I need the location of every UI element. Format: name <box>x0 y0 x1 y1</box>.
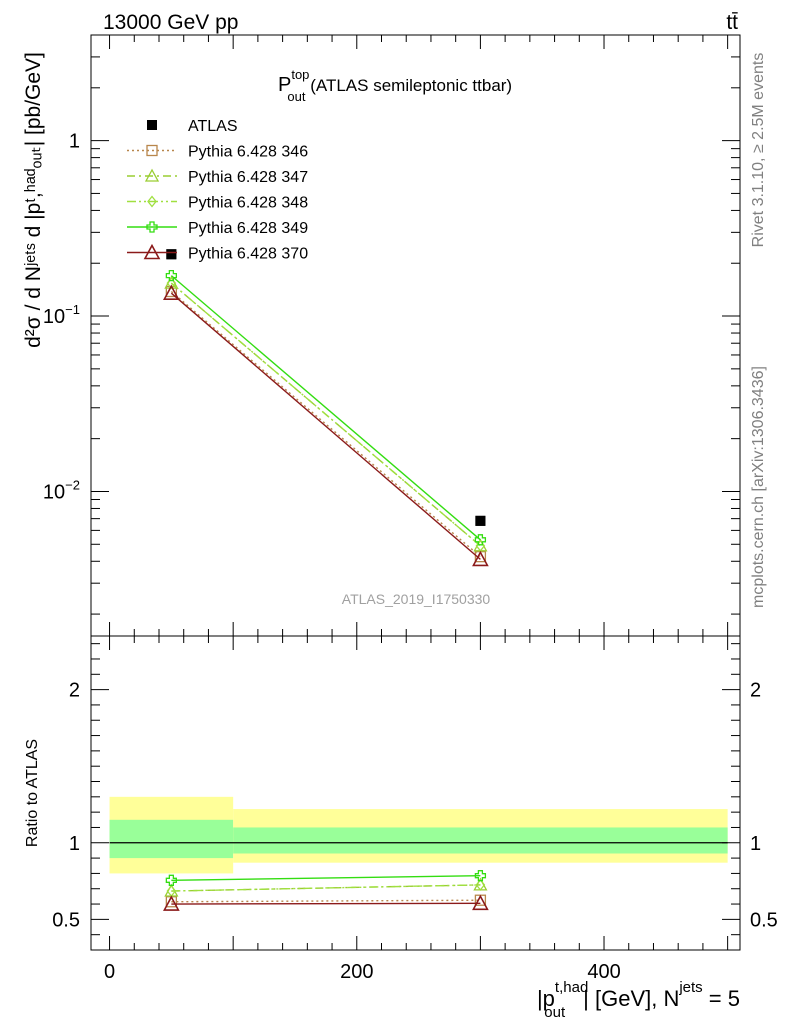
ratio-band-inner <box>233 827 728 854</box>
legend-entry: ATLAS <box>147 118 238 135</box>
ratio-xlabel: |pt,had out | [GeV], Njets = 5 <box>537 979 740 1021</box>
main-ticks: 110−110−2 <box>43 34 740 636</box>
main-ytick-label: 10−2 <box>43 477 80 503</box>
ratio-xtick-label: 200 <box>340 961 373 983</box>
legend-marker <box>147 195 157 208</box>
ratio-point <box>474 870 487 882</box>
ratio-xtick-label: 400 <box>587 961 620 983</box>
ratio-ytick-label-left: 1 <box>69 833 80 855</box>
xlabel-sub: out <box>544 1004 566 1021</box>
main-ytick-label-base: 10 <box>43 306 65 328</box>
analysis-watermark: ATLAS_2019_I1750330 <box>342 591 491 607</box>
plot-title-sup: top <box>291 67 309 82</box>
legend-entry: Pythia 6.428 348 <box>127 195 308 212</box>
ratio-ticks: 0.5 0.5 1 1 2 2 0 200 400 <box>52 636 778 983</box>
energy-label: 13000 GeV pp <box>103 11 238 34</box>
ratio-point <box>475 878 486 891</box>
main-plot-content <box>163 249 489 567</box>
legend: ATLAS Pythia 6.428 346 Pythia 6.428 347 Pyt… <box>127 118 308 263</box>
series-line <box>170 275 481 541</box>
main-ytick-label-base: 10 <box>43 481 65 503</box>
ratio-band-inner <box>109 819 234 859</box>
main-ylabel-text: d²σ / d Nʲᵉᵗˢ d |pᵗ,ʰᵃᵈₒᵤₜ| [pb/GeV] <box>22 52 45 348</box>
ratio-series-pythia-6-428-346 <box>165 894 487 908</box>
legend-entry: Pythia 6.428 346 <box>127 144 308 161</box>
ratio-series-pythia-6-428-348 <box>166 878 486 898</box>
series-atlas-overlay <box>166 249 486 526</box>
series-pythia-6-428-370 <box>163 284 489 567</box>
data-point <box>474 534 487 546</box>
series-line <box>170 282 481 547</box>
ratio-ytick-label-right: 0.5 <box>750 909 778 931</box>
legend-marker <box>143 243 161 260</box>
legend-entry: Pythia 6.428 349 <box>127 220 308 237</box>
mcplots-label: mcplots.cern.ch [arXiv:1306.3436] <box>750 366 767 608</box>
legend-label: Pythia 6.428 348 <box>188 195 308 212</box>
ratio-plot-content <box>109 796 728 911</box>
ratio-ylabel: Ratio to ATLAS <box>24 739 41 847</box>
xlabel-main: |p <box>537 986 555 1011</box>
main-ytick-label: 10−1 <box>43 302 80 328</box>
legend-marker <box>146 221 158 233</box>
plot-title: Ptop out (ATLAS semileptonic ttbar) <box>278 67 512 104</box>
ratio-point <box>163 895 180 911</box>
data-point <box>166 277 177 290</box>
main-ytick-label-base: 1 <box>69 131 80 153</box>
series-line <box>170 292 481 560</box>
ratio-plot-frame <box>90 635 741 951</box>
series-pythia-6-428-349 <box>165 269 487 546</box>
ratio-series-pythia-6-428-370 <box>163 894 489 911</box>
main-ytick-label: 1 <box>69 131 80 153</box>
plot-title-sub: out <box>287 89 305 104</box>
series-atlas <box>166 249 486 526</box>
legend-marker <box>147 120 157 130</box>
ratio-line <box>171 875 481 882</box>
legend-entry: Pythia 6.428 370 <box>127 243 308 263</box>
process-label: tt̄ <box>726 11 738 34</box>
ratio-line <box>171 884 481 892</box>
ratio-ytick-label-right: 2 <box>750 680 761 702</box>
data-point <box>163 284 180 300</box>
legend-marker <box>144 168 160 182</box>
ratio-series-pythia-6-428-349 <box>165 870 487 886</box>
data-point <box>165 269 178 282</box>
atlas-data-point <box>166 249 177 260</box>
main-ytick-label-exp: −2 <box>65 477 80 492</box>
xlabel-mid: | [GeV], N <box>583 986 679 1011</box>
atlas-data-point <box>475 515 486 526</box>
legend-label: Pythia 6.428 346 <box>188 144 308 161</box>
legend-entry: Pythia 6.428 347 <box>127 168 308 186</box>
ratio-line <box>171 884 481 892</box>
ratio-line <box>171 902 481 905</box>
plot-title-main: P <box>278 74 291 96</box>
series-line <box>170 290 481 558</box>
ratio-panel: 0.5 0.5 1 1 2 2 0 200 400 Ratio to ATLAS |pt,had… <box>24 635 778 1021</box>
legend-label: Pythia 6.428 349 <box>188 220 308 237</box>
rivet-label: Rivet 3.1.10, ≥ 2.5M events <box>750 53 767 248</box>
main-ylabel: d²σ / d Nʲᵉᵗˢ d |pᵗ,ʰᵃᵈₒᵤₜ| [pb/GeV] <box>22 52 45 348</box>
legend-label: Pythia 6.428 347 <box>188 169 308 186</box>
legend-marker <box>146 144 158 157</box>
main-ytick-label-exp: −1 <box>65 302 80 317</box>
plot-title-rest: (ATLAS semileptonic ttbar) <box>306 76 513 95</box>
ratio-line <box>171 899 481 903</box>
ratio-ytick-label-left: 2 <box>69 680 80 702</box>
ratio-point <box>165 874 178 886</box>
data-point <box>472 550 489 567</box>
legend-label: ATLAS <box>188 118 238 135</box>
main-panel: 110−110−2 Ptop out (ATLAS semileptonic tt… <box>22 34 741 637</box>
ratio-ytick-label-right: 1 <box>750 833 761 855</box>
legend-label: Pythia 6.428 370 <box>188 246 308 263</box>
xlabel-sup2: jets <box>678 979 702 996</box>
series-pythia-6-428-346 <box>165 285 487 563</box>
xlabel-sup: t,had <box>555 979 588 996</box>
ratio-point <box>472 894 489 911</box>
series-pythia-6-428-348 <box>166 277 486 552</box>
ratio-xtick-label: 0 <box>104 961 115 983</box>
ratio-ytick-label-left: 0.5 <box>52 909 80 931</box>
xlabel-end: = 5 <box>703 986 740 1011</box>
